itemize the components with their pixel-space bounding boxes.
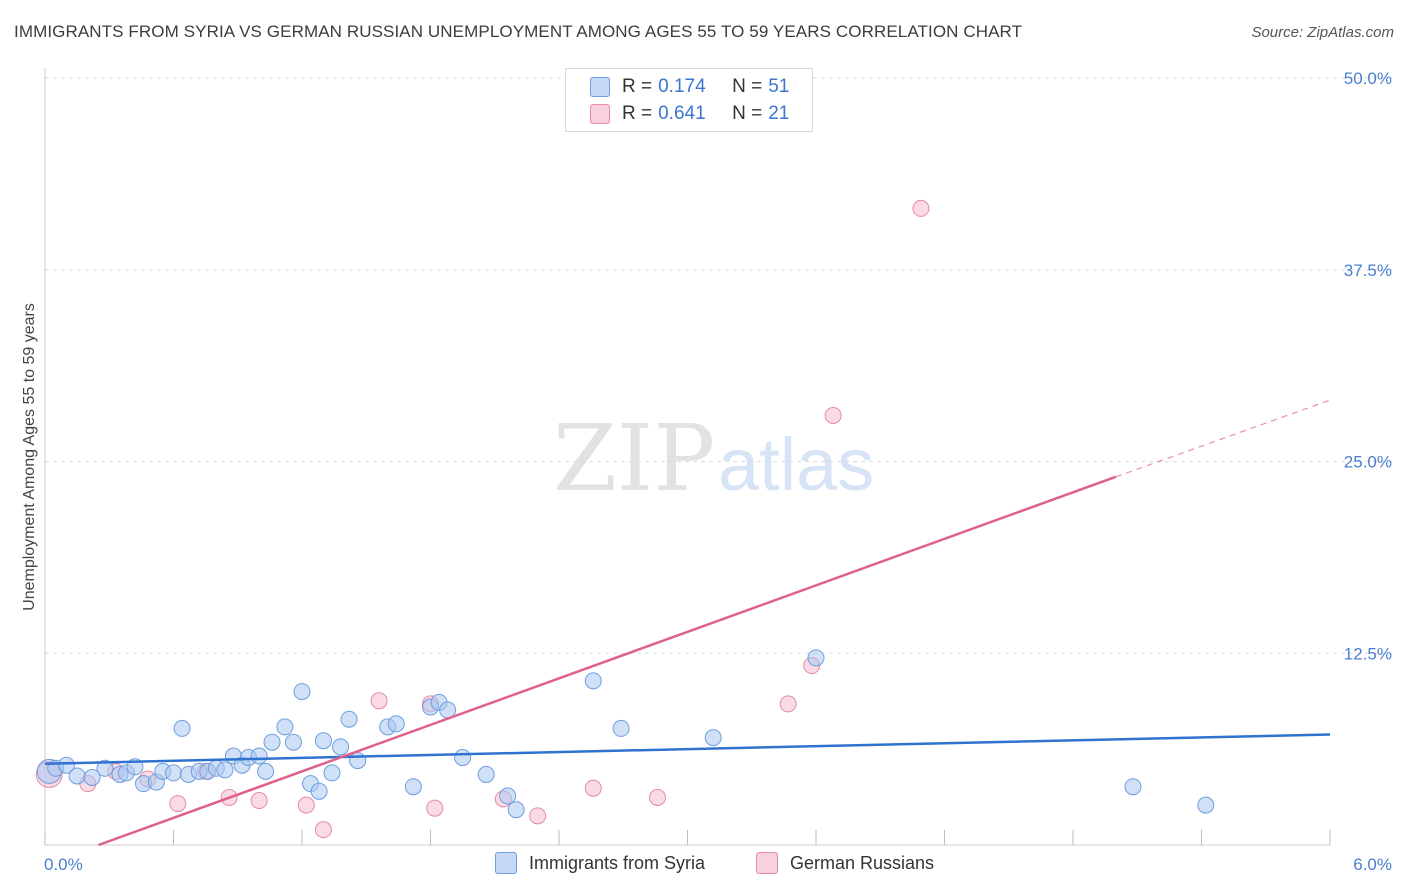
syria-point — [454, 749, 472, 767]
syria-point — [477, 765, 495, 783]
legend-n-value: 51 — [768, 76, 790, 97]
german-russians-point — [779, 695, 797, 713]
x-tick-label: 0.0% — [44, 855, 83, 874]
chart-title: IMMIGRANTS FROM SYRIA VS GERMAN RUSSIAN … — [14, 22, 1023, 41]
bottom-legend-swatch-syria — [495, 852, 517, 874]
german-russians-point — [584, 779, 602, 797]
german-russians-point — [169, 795, 187, 813]
syria-trendline — [44, 733, 1331, 765]
syria-point — [263, 733, 281, 751]
bottom-legend-swatch-german-russians — [756, 852, 778, 874]
legend-n-label: N = — [732, 103, 763, 124]
german-russians-trendline — [98, 475, 1117, 847]
legend-n-value: 21 — [768, 103, 790, 124]
german-russians-point — [250, 792, 268, 810]
syria-point — [68, 767, 86, 785]
german-russians-point — [529, 807, 547, 825]
x-tick-labels: 0.0% 6.0% — [44, 855, 1392, 874]
legend-row-german-russians: R = 0.641 N = 21 — [590, 103, 789, 125]
syria-point — [276, 718, 294, 736]
german-russians-point — [314, 821, 332, 839]
german-russians-points — [35, 199, 930, 839]
syria-points — [36, 649, 1215, 819]
y-axis-label: Unemployment Among Ages 55 to 59 years — [21, 303, 38, 611]
legend: R = 0.174 N = 51 R = 0.641 N = 21 — [565, 68, 813, 132]
bottom-legend-label-german-russians: German Russians — [790, 852, 935, 873]
syria-point — [507, 801, 525, 819]
syria-point — [83, 769, 101, 787]
syria-point — [250, 747, 268, 765]
syria-point — [612, 719, 630, 737]
syria-point — [323, 764, 341, 782]
watermark: ZIP atlas — [553, 405, 874, 512]
german-russians-point — [370, 692, 388, 710]
y-tick-label: 12.5% — [1344, 644, 1392, 663]
german-russians-point — [824, 406, 842, 424]
syria-point — [807, 649, 825, 667]
syria-point — [165, 764, 182, 782]
legend-swatch-german-russians — [590, 104, 610, 124]
syria-point — [257, 762, 275, 780]
bottom-legend-label-syria: Immigrants from Syria — [529, 852, 706, 873]
syria-point — [216, 761, 234, 779]
y-tick-label: 50.0% — [1344, 69, 1392, 88]
y-tick-label: 25.0% — [1344, 453, 1392, 472]
bottom-legend-german-russians: German Russians — [756, 852, 934, 874]
y-tick-labels: 12.5% 25.0% 37.5% 50.0% — [1344, 69, 1392, 663]
syria-point — [387, 715, 405, 733]
syria-point — [310, 782, 328, 800]
german-russians-point — [426, 799, 444, 817]
source-label: Source: ZipAtlas.com — [1251, 24, 1394, 41]
bottom-legend-syria: Immigrants from Syria — [495, 852, 705, 874]
watermark-zip: ZIP — [553, 405, 715, 512]
legend-r-label: R = — [622, 103, 653, 124]
syria-point — [173, 719, 191, 737]
syria-point — [96, 759, 114, 777]
german-russians-point — [912, 199, 930, 217]
german-russians-point — [297, 796, 315, 814]
syria-point — [349, 752, 367, 770]
legend-r-value: 0.174 — [658, 76, 706, 97]
trendlines — [44, 399, 1331, 847]
syria-point — [284, 733, 302, 751]
syria-point — [404, 778, 422, 796]
legend-swatch-syria — [590, 77, 610, 97]
syria-point — [1124, 778, 1142, 796]
legend-n-label: N = — [732, 76, 763, 97]
watermark-atlas: atlas — [718, 423, 874, 506]
x-tick-label: 6.0% — [1353, 855, 1392, 874]
syria-point — [332, 738, 350, 756]
german-russians-trendline-extension — [1115, 399, 1331, 478]
legend-r-value: 0.641 — [658, 103, 706, 124]
y-tick-label: 37.5% — [1344, 261, 1392, 280]
syria-point — [293, 683, 311, 701]
syria-point — [1197, 796, 1215, 814]
axes — [44, 68, 1331, 846]
legend-r-label: R = — [622, 76, 653, 97]
syria-point — [704, 729, 722, 747]
legend-row-syria: R = 0.174 N = 51 — [590, 76, 789, 98]
syria-point — [57, 756, 75, 774]
german-russians-point — [649, 788, 667, 806]
syria-point — [499, 787, 517, 805]
syria-point — [340, 710, 358, 728]
syria-point — [584, 672, 602, 690]
gridlines — [45, 77, 1392, 654]
syria-point — [314, 732, 332, 750]
